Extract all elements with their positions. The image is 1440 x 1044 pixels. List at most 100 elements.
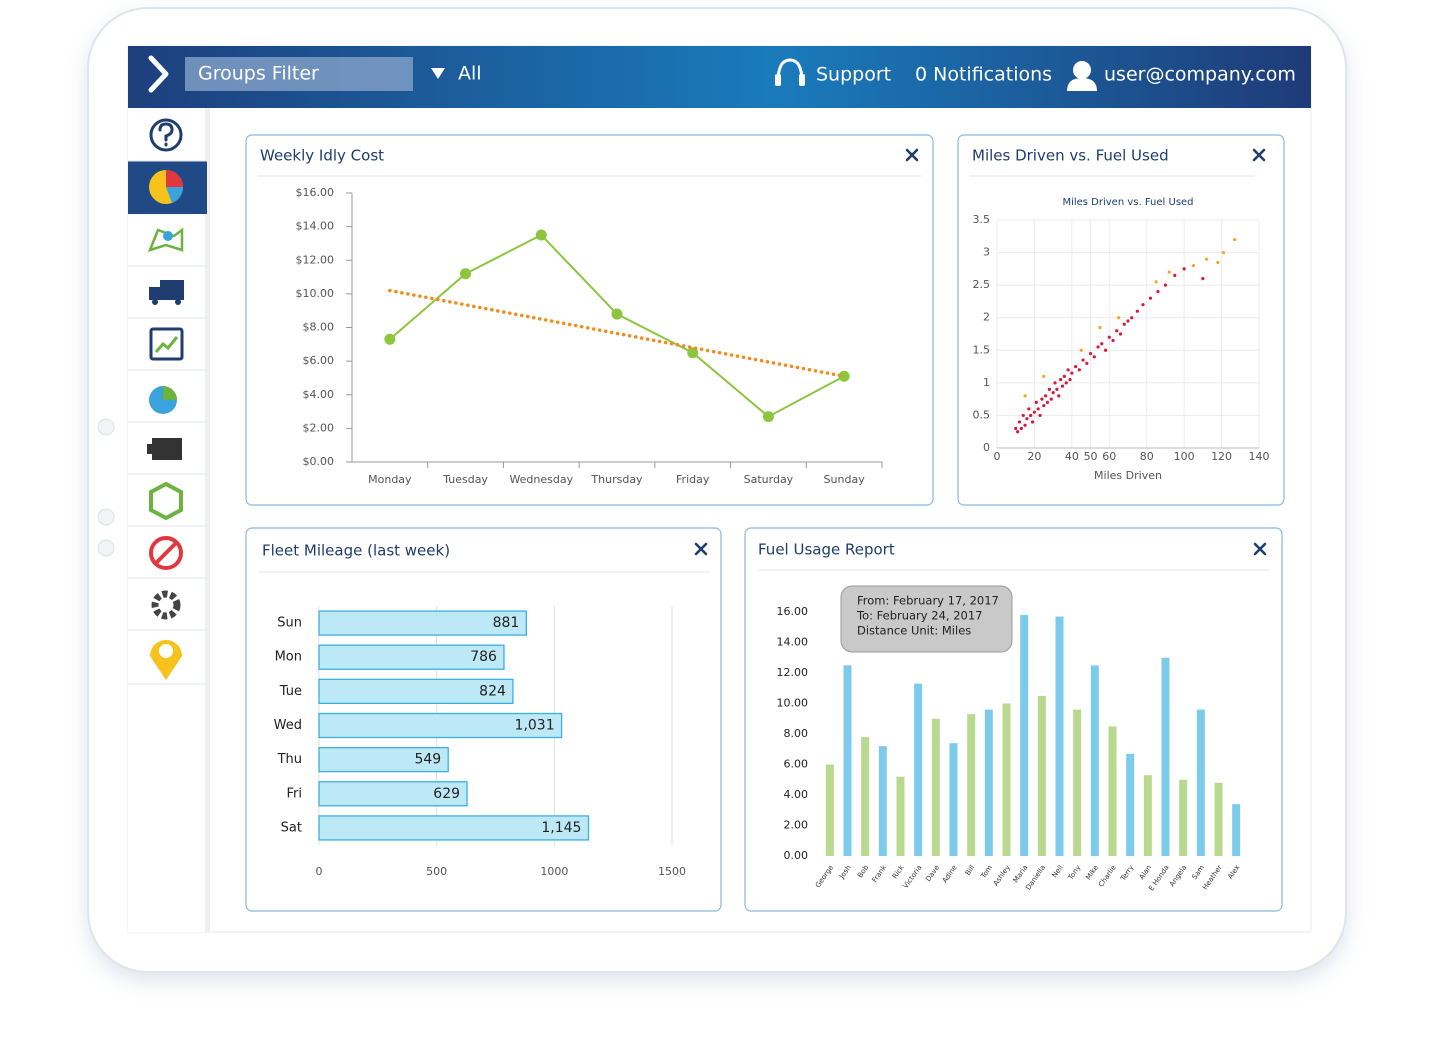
- point: [1098, 325, 1102, 330]
- user-menu[interactable]: user@company.com: [1104, 64, 1296, 86]
- bar: [1108, 726, 1117, 856]
- bar: [318, 610, 527, 636]
- sidebar-edge: [205, 108, 210, 932]
- point: [611, 308, 623, 320]
- point: [1064, 381, 1068, 385]
- point: [1032, 410, 1037, 414]
- truck-icon[interactable]: [175, 299, 181, 305]
- frame-button: [97, 418, 115, 436]
- value-label: 1,031: [515, 718, 555, 734]
- y-tick-label: 6.00: [784, 758, 809, 771]
- bar: [1161, 657, 1170, 856]
- support-link[interactable]: Support: [816, 64, 891, 86]
- point: [1117, 316, 1121, 320]
- point: [1055, 387, 1059, 391]
- point: [1014, 426, 1018, 431]
- x-tick-label: Tuesday: [442, 473, 488, 486]
- close-button[interactable]: [905, 148, 919, 162]
- support-icon[interactable]: [776, 58, 804, 83]
- map-icon[interactable]: [163, 231, 173, 241]
- reports-icon[interactable]: [149, 327, 184, 361]
- close-button[interactable]: [694, 542, 708, 556]
- help-icon[interactable]: [158, 122, 174, 147]
- point: [1115, 329, 1119, 333]
- point: [1148, 296, 1153, 300]
- point: [1135, 309, 1139, 313]
- point: [1111, 338, 1115, 343]
- dashboard-icon[interactable]: [166, 170, 183, 187]
- dashboard-icon[interactable]: [166, 187, 184, 203]
- point: [384, 333, 396, 345]
- close-button[interactable]: [1252, 148, 1266, 162]
- truck-icon[interactable]: [160, 280, 184, 300]
- category-label: Sat: [281, 820, 302, 835]
- point: [1107, 335, 1111, 339]
- bar: [318, 746, 449, 773]
- groups-filter[interactable]: Groups Filter: [198, 63, 319, 85]
- bar: [843, 665, 852, 856]
- marketplace-icon[interactable]: [159, 644, 173, 658]
- group-select[interactable]: All: [458, 63, 482, 85]
- point: [1045, 400, 1050, 404]
- point: [1036, 407, 1040, 411]
- map-icon[interactable]: [147, 227, 184, 252]
- help-icon[interactable]: [149, 118, 183, 152]
- tooltip-text: From: February 17, 2017: [857, 594, 999, 608]
- settings-icon[interactable]: [151, 590, 181, 620]
- menu-toggle[interactable]: [148, 55, 169, 93]
- tooltip-box: [840, 585, 1013, 653]
- close-button[interactable]: [1253, 542, 1267, 556]
- point: [1040, 397, 1044, 401]
- truck-icon[interactable]: [152, 299, 158, 305]
- panel: [245, 134, 934, 506]
- truck-icon[interactable]: [149, 287, 160, 300]
- x-tick-label: 1000: [540, 865, 568, 878]
- bar: [1214, 782, 1223, 856]
- notifications-link[interactable]: 0 Notifications: [915, 64, 1052, 86]
- x-tick-label: 140: [1249, 450, 1270, 463]
- bar: [1179, 779, 1188, 856]
- y-tick-label: 16.00: [777, 605, 809, 618]
- point: [1038, 413, 1042, 418]
- y-tick-label: 1: [983, 376, 990, 389]
- point: [1077, 368, 1081, 372]
- y-tick-label: 2: [983, 311, 990, 324]
- point: [1103, 348, 1108, 352]
- x-tick-label: 50: [1084, 450, 1098, 463]
- reports-icon[interactable]: [154, 336, 179, 353]
- y-tick-label: $10.00: [296, 287, 335, 300]
- bar: [1055, 616, 1064, 856]
- support-icon[interactable]: [799, 74, 805, 86]
- point: [1205, 257, 1209, 261]
- bar: [931, 718, 940, 856]
- y-tick-label: 14.00: [777, 636, 809, 649]
- exceptions-icon[interactable]: [154, 541, 178, 565]
- user-icon[interactable]: [1067, 78, 1097, 91]
- point: [1027, 407, 1031, 411]
- support-icon[interactable]: [775, 74, 781, 86]
- sensor-icon[interactable]: [163, 386, 177, 400]
- marketplace-icon[interactable]: [150, 640, 182, 680]
- point: [1163, 283, 1168, 287]
- point: [1068, 378, 1072, 382]
- exceptions-icon[interactable]: [149, 536, 183, 570]
- category-label: Wed: [274, 718, 302, 733]
- engine-icon[interactable]: [147, 444, 153, 454]
- dropdown-arrow[interactable]: [431, 68, 445, 79]
- point: [1030, 420, 1035, 424]
- x-tick-label: 120: [1211, 450, 1232, 463]
- x-tick-label: Wednesday: [509, 473, 573, 486]
- x-tick-label: 100: [1174, 450, 1195, 463]
- bar: [1143, 775, 1152, 856]
- geofence-icon[interactable]: [149, 481, 183, 521]
- point: [1088, 351, 1093, 356]
- point: [1085, 361, 1089, 365]
- groups-filter-box[interactable]: [185, 57, 413, 91]
- category-label: Thu: [277, 752, 302, 767]
- point: [1025, 417, 1029, 421]
- point: [1156, 290, 1160, 294]
- engine-icon[interactable]: [152, 438, 182, 460]
- x-axis-label: Miles Driven: [1094, 469, 1162, 482]
- point: [1221, 250, 1226, 255]
- user-icon[interactable]: [1073, 61, 1091, 79]
